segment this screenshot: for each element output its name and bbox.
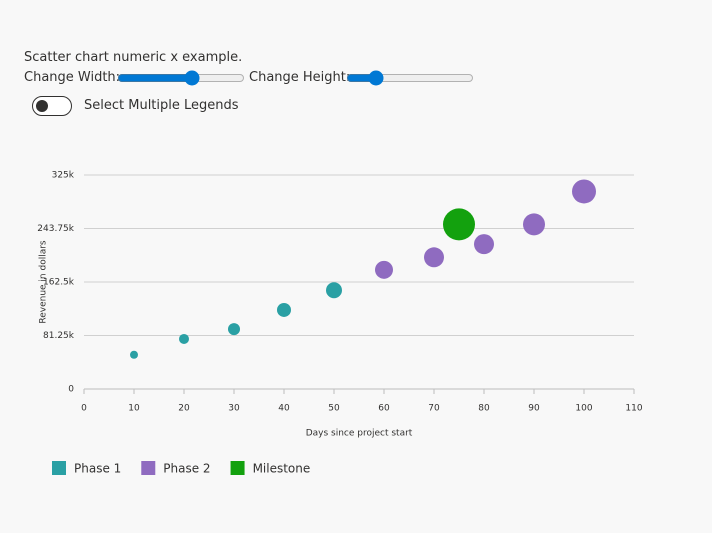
x-tick-label: 40	[278, 404, 290, 414]
x-axis-title: Days since project start	[306, 429, 413, 439]
x-tick-label: 0	[81, 404, 87, 414]
legend-label[interactable]: Milestone	[253, 462, 311, 476]
legend-label[interactable]: Phase 2	[163, 462, 210, 476]
x-tick-label: 80	[478, 404, 490, 414]
x-tick-label: 50	[328, 404, 340, 414]
legend-label[interactable]: Phase 1	[74, 462, 121, 476]
page-title: Scatter chart numeric x example.	[24, 50, 243, 65]
height-slider[interactable]	[346, 71, 474, 85]
bubble	[326, 282, 342, 299]
toggle-knob	[36, 100, 48, 112]
x-tick-label: 10	[128, 404, 140, 414]
legend-swatch[interactable]	[141, 461, 156, 475]
bubble	[424, 247, 444, 268]
y-tick-label: 81.25k	[43, 331, 75, 341]
y-tick-label: 0	[68, 385, 74, 395]
bubble	[228, 323, 240, 336]
toggle[interactable]	[32, 96, 72, 116]
legend-swatch[interactable]	[52, 461, 66, 475]
height-label: Change Height:	[249, 70, 351, 85]
x-tick-label: 30	[228, 404, 240, 414]
x-tick-label: 100	[575, 404, 592, 414]
bubble	[572, 179, 596, 204]
bubble	[130, 350, 138, 359]
bubble	[523, 213, 545, 236]
bubble	[179, 333, 189, 344]
legend-swatch[interactable]	[230, 461, 245, 475]
x-tick-label: 70	[428, 404, 440, 414]
width-label: Change Width:	[24, 70, 121, 85]
bubble	[474, 234, 494, 255]
bubble	[277, 302, 291, 317]
x-tick-label: 20	[178, 404, 190, 414]
y-tick-label: 162.5k	[43, 278, 75, 288]
x-tick-label: 90	[528, 404, 540, 414]
toggle-label: Select Multiple Legends	[84, 98, 239, 113]
bubble	[443, 208, 475, 241]
bubble	[375, 260, 393, 279]
y-axis-title: Revenue in dollars	[39, 240, 49, 324]
x-tick-label: 110	[625, 404, 642, 414]
y-tick-label: 325k	[52, 171, 75, 181]
x-tick-label: 60	[378, 404, 390, 414]
y-tick-label: 243.75k	[37, 224, 74, 234]
width-slider[interactable]	[117, 71, 245, 85]
